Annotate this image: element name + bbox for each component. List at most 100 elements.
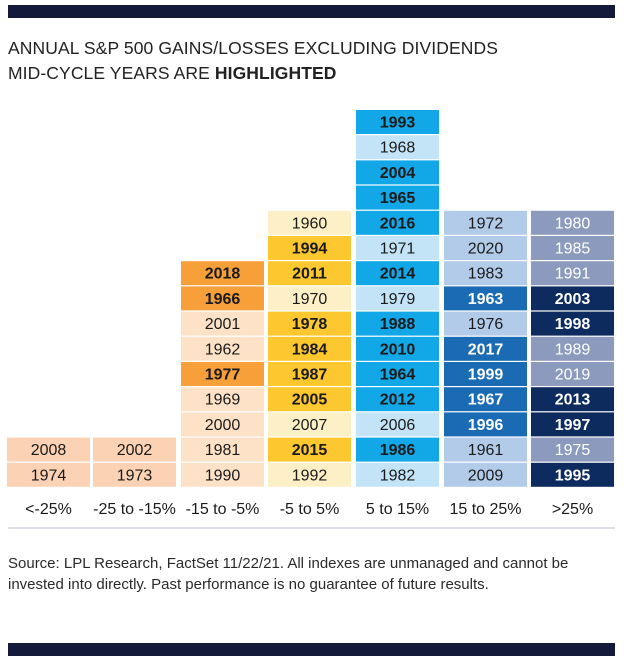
year-cell: 1973 <box>93 462 176 487</box>
column-0: 2008 1974 <box>7 437 90 487</box>
title-line-1: ANNUAL S&P 500 GAINS/LOSSES EXCLUDING DI… <box>8 38 498 58</box>
year-cell: 1999 <box>444 362 527 386</box>
year-label: 1968 <box>380 140 416 157</box>
year-label: 1990 <box>205 467 241 484</box>
year-cell: 2011 <box>268 261 351 286</box>
year-label: 1981 <box>205 442 241 459</box>
year-label: 1979 <box>380 291 416 308</box>
year-cell: 1992 <box>268 462 351 487</box>
year-cell: 1970 <box>268 286 351 311</box>
year-cell-bg <box>444 462 527 487</box>
year-label: 2015 <box>292 442 328 459</box>
year-cell: 1965 <box>356 185 439 210</box>
column-3: 1960 1994 2011 1970 1978 1984 1987 2005 2007 2015… <box>268 210 351 487</box>
year-cell: 1988 <box>356 311 439 336</box>
category-label: 5 to 15% <box>366 501 429 518</box>
year-label: 2006 <box>380 417 416 434</box>
year-label: 1986 <box>380 442 416 459</box>
year-cell-bg <box>531 336 614 361</box>
year-label: 2008 <box>31 442 67 459</box>
year-label: 1977 <box>205 367 241 384</box>
year-cell: 2020 <box>444 236 527 260</box>
year-cell: 1980 <box>531 210 614 235</box>
year-cell-bg <box>93 437 176 462</box>
year-label: 1974 <box>31 467 67 484</box>
year-label: 1973 <box>117 467 153 484</box>
year-label: 1998 <box>555 316 591 333</box>
year-label: 2013 <box>555 392 591 409</box>
year-cell-bg <box>531 236 614 260</box>
year-cell: 1976 <box>444 311 527 336</box>
year-cell-bg <box>356 362 439 386</box>
category-label: -15 to -5% <box>186 501 260 518</box>
year-cell-bg <box>356 210 439 235</box>
year-cell: 1972 <box>444 210 527 235</box>
year-label: 1997 <box>555 417 591 434</box>
year-cell-bg <box>93 462 176 487</box>
year-cell-bg <box>531 437 614 462</box>
year-cell: 1983 <box>444 261 527 286</box>
year-cell-bg <box>181 462 264 487</box>
year-cell: 1966 <box>181 286 264 311</box>
year-cell: 1978 <box>268 311 351 336</box>
year-cell: 1963 <box>444 286 527 311</box>
year-cell-bg <box>268 462 351 487</box>
year-cell-bg <box>444 412 527 437</box>
year-cell: 1987 <box>268 362 351 386</box>
year-label: 1999 <box>468 367 504 384</box>
year-label: 1962 <box>205 341 241 358</box>
year-cell: 2006 <box>356 412 439 437</box>
year-label: 1985 <box>555 241 591 258</box>
year-cell-bg <box>181 412 264 437</box>
year-cell: 1981 <box>181 437 264 462</box>
year-cell: 1985 <box>531 236 614 260</box>
year-cell: 1986 <box>356 437 439 462</box>
year-label: 1972 <box>468 215 504 232</box>
year-label: 1992 <box>292 467 328 484</box>
year-cell-bg <box>356 160 439 185</box>
year-cell-bg <box>531 311 614 336</box>
year-cell-bg <box>531 412 614 437</box>
year-cell-bg <box>531 210 614 235</box>
year-cell: 2019 <box>531 362 614 386</box>
top-rule <box>8 5 615 18</box>
year-label: 1963 <box>468 291 504 308</box>
year-cell: 1967 <box>444 387 527 412</box>
year-cell-bg <box>181 311 264 336</box>
year-label: 2020 <box>468 241 504 258</box>
year-cell: 2017 <box>444 336 527 361</box>
bottom-rule <box>8 643 615 656</box>
year-label: 1988 <box>380 316 416 333</box>
year-cell-bg <box>181 387 264 412</box>
year-label: 1975 <box>555 442 591 459</box>
year-cell-bg <box>356 236 439 260</box>
year-cell-bg <box>268 437 351 462</box>
year-cell-bg <box>444 261 527 286</box>
year-cell: 2015 <box>268 437 351 462</box>
year-cell: 1961 <box>444 437 527 462</box>
year-label: 1966 <box>205 291 241 308</box>
year-label: 1995 <box>555 467 591 484</box>
column-5: 1972 2020 1983 1963 1976 2017 1999 1967 1996 1961… <box>444 210 527 487</box>
year-cell-bg <box>356 311 439 336</box>
year-cell: 2002 <box>93 437 176 462</box>
year-label: 1964 <box>380 367 416 384</box>
year-cell-bg <box>181 286 264 311</box>
title-highlight-word: HIGHLIGHTED <box>214 63 337 83</box>
year-label: 1982 <box>380 467 416 484</box>
year-cell-bg <box>444 437 527 462</box>
year-label: 2017 <box>468 341 504 358</box>
column-4: 1993 1968 2004 1965 2016 1971 2014 1979 1988 2010… <box>356 110 439 487</box>
year-label: 1961 <box>468 442 504 459</box>
category-label: -5 to 5% <box>280 501 340 518</box>
year-label: 1976 <box>468 316 504 333</box>
year-cell: 2000 <box>181 412 264 437</box>
chart-title: ANNUAL S&P 500 GAINS/LOSSES EXCLUDING DI… <box>8 36 498 86</box>
year-cell-bg <box>444 286 527 311</box>
year-cell-bg <box>268 210 351 235</box>
year-label: 1971 <box>380 241 416 258</box>
year-cell: 2012 <box>356 387 439 412</box>
year-cell-bg <box>268 311 351 336</box>
year-cell-bg <box>356 387 439 412</box>
year-label: 2019 <box>555 367 591 384</box>
